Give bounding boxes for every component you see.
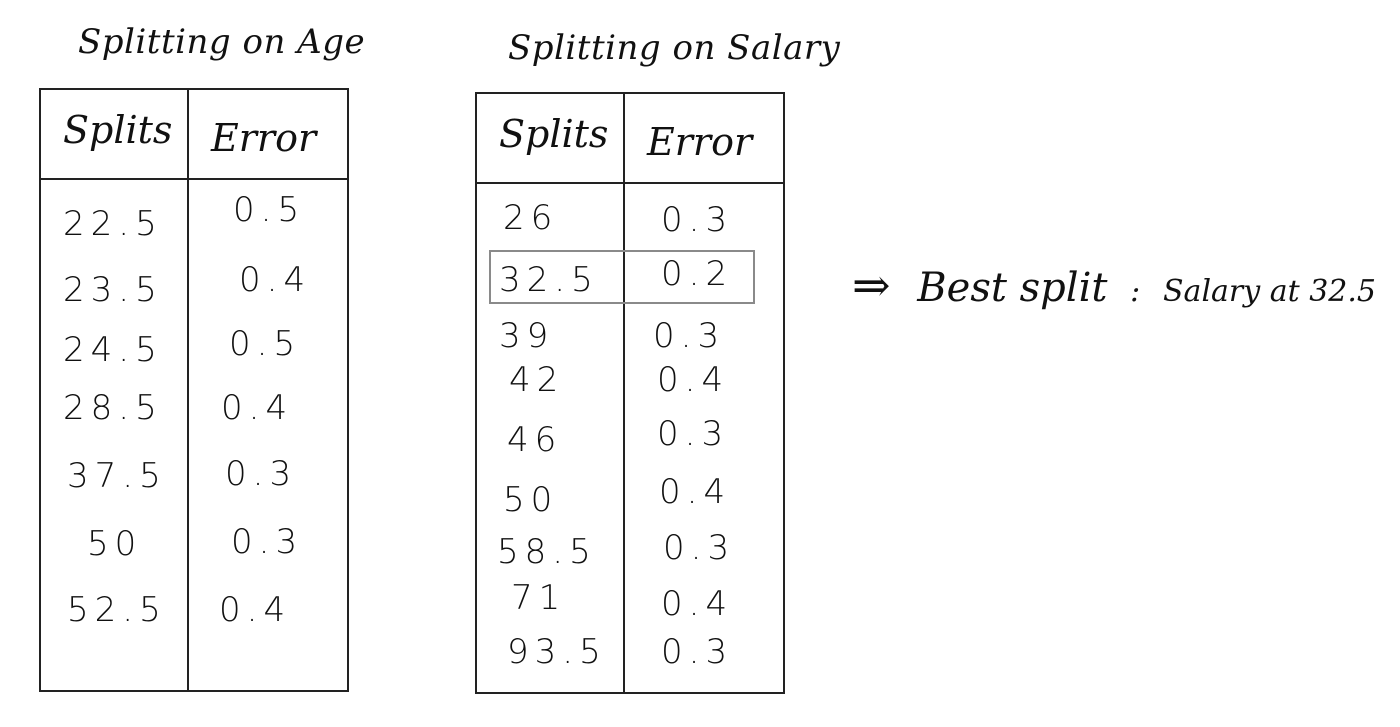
- salary-error-cell: 0.4: [661, 584, 734, 624]
- salary-split-cell: 93.5: [507, 632, 607, 672]
- salary-split-cell: 26: [503, 198, 559, 238]
- salary-table-header-splits: Splits: [499, 112, 609, 156]
- best-split-conclusion: ⇒ Best split : Salary at 32.5: [852, 258, 1376, 312]
- salary-split-cell: 58.5: [497, 532, 597, 572]
- age-table-header-divider: [41, 178, 347, 180]
- salary-error-cell: 0.3: [653, 316, 726, 356]
- age-split-cell: 50: [87, 524, 143, 564]
- age-table-header-splits: Splits: [63, 108, 173, 152]
- double-arrow-icon: ⇒: [852, 258, 891, 312]
- salary-split-cell: 50: [503, 480, 559, 520]
- age-table: Splits Error 22.5 0.5 23.5 0.4 24.5 0.5 …: [39, 88, 349, 692]
- salary-split-cell: 46: [507, 420, 563, 460]
- best-split-highlight: [489, 250, 755, 304]
- age-split-cell: 37.5: [67, 456, 167, 496]
- salary-table-column-divider: [623, 94, 625, 692]
- age-table-title: Splitting on Age: [78, 22, 366, 62]
- salary-table-header-divider: [477, 182, 783, 184]
- salary-error-cell: 0.2: [661, 254, 734, 294]
- salary-error-cell: 0.3: [663, 528, 736, 568]
- best-split-text: Salary at 32.5: [1163, 274, 1377, 309]
- conclusion-separator: :: [1130, 274, 1141, 309]
- salary-split-cell: 42: [509, 360, 565, 400]
- salary-table-header-error: Error: [647, 120, 753, 164]
- salary-split-cell: 32.5: [499, 260, 599, 300]
- age-error-cell: 0.3: [231, 522, 304, 562]
- age-table-column-divider: [187, 90, 189, 690]
- age-error-cell: 0.4: [239, 260, 312, 300]
- age-split-cell: 52.5: [67, 590, 167, 630]
- salary-split-cell: 39: [499, 316, 555, 356]
- age-error-cell: 0.3: [225, 454, 298, 494]
- best-split-label: Best split: [917, 265, 1108, 311]
- age-error-cell: 0.4: [219, 590, 292, 630]
- age-split-cell: 28.5: [63, 388, 163, 428]
- age-error-cell: 0.5: [233, 190, 306, 230]
- salary-error-cell: 0.4: [659, 472, 732, 512]
- salary-table-title: Splitting on Salary: [508, 28, 841, 68]
- salary-error-cell: 0.4: [657, 360, 730, 400]
- salary-error-cell: 0.3: [661, 200, 734, 240]
- salary-error-cell: 0.3: [657, 414, 730, 454]
- age-error-cell: 0.4: [221, 388, 294, 428]
- salary-error-cell: 0.3: [661, 632, 734, 672]
- age-error-cell: 0.5: [229, 324, 302, 364]
- salary-split-cell: 71: [511, 578, 567, 618]
- age-split-cell: 22.5: [63, 204, 163, 244]
- age-split-cell: 24.5: [63, 330, 163, 370]
- salary-table: Splits Error 26 0.3 32.5 0.2 39 0.3 42 0…: [475, 92, 785, 694]
- age-table-header-error: Error: [211, 116, 317, 160]
- age-split-cell: 23.5: [63, 270, 163, 310]
